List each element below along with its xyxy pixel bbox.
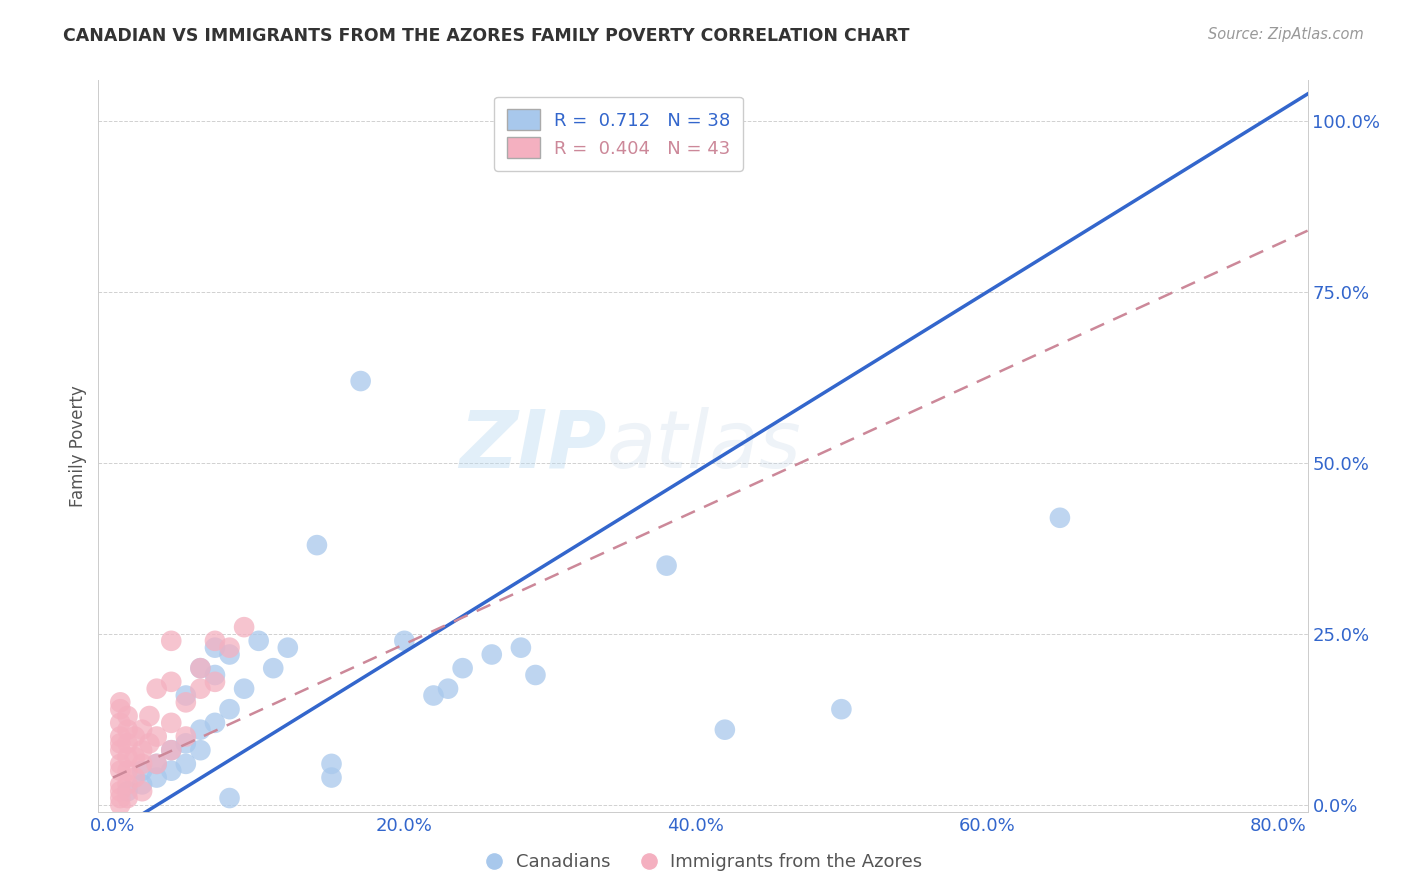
- Point: [145, 681, 167, 696]
- Point: [174, 756, 197, 771]
- Point: [247, 633, 270, 648]
- Point: [422, 689, 444, 703]
- Point: [174, 736, 197, 750]
- Point: [218, 702, 240, 716]
- Point: [350, 374, 373, 388]
- Point: [160, 764, 183, 778]
- Point: [305, 538, 328, 552]
- Point: [218, 648, 240, 662]
- Point: [145, 730, 167, 744]
- Point: [204, 674, 226, 689]
- Point: [110, 756, 132, 771]
- Point: [110, 777, 132, 791]
- Point: [117, 791, 139, 805]
- Point: [110, 797, 132, 812]
- Point: [160, 743, 183, 757]
- Point: [174, 695, 197, 709]
- Point: [190, 661, 212, 675]
- Point: [110, 702, 132, 716]
- Point: [160, 633, 183, 648]
- Legend: R =  0.712   N = 38, R =  0.404   N = 43: R = 0.712 N = 38, R = 0.404 N = 43: [495, 96, 742, 171]
- Point: [321, 771, 343, 785]
- Point: [394, 633, 416, 648]
- Point: [1049, 510, 1071, 524]
- Point: [160, 743, 183, 757]
- Point: [655, 558, 678, 573]
- Point: [437, 681, 460, 696]
- Text: CANADIAN VS IMMIGRANTS FROM THE AZORES FAMILY POVERTY CORRELATION CHART: CANADIAN VS IMMIGRANTS FROM THE AZORES F…: [63, 27, 910, 45]
- Point: [117, 709, 139, 723]
- Point: [110, 784, 132, 798]
- Point: [117, 736, 139, 750]
- Point: [131, 777, 153, 791]
- Point: [830, 702, 852, 716]
- Point: [117, 784, 139, 798]
- Point: [110, 743, 132, 757]
- Point: [321, 756, 343, 771]
- Point: [124, 771, 146, 785]
- Point: [131, 784, 153, 798]
- Point: [174, 730, 197, 744]
- Point: [138, 736, 160, 750]
- Text: atlas: atlas: [606, 407, 801, 485]
- Point: [204, 640, 226, 655]
- Point: [524, 668, 547, 682]
- Point: [145, 771, 167, 785]
- Point: [204, 715, 226, 730]
- Point: [190, 681, 212, 696]
- Point: [262, 661, 284, 675]
- Point: [190, 743, 212, 757]
- Point: [124, 730, 146, 744]
- Point: [233, 681, 256, 696]
- Point: [233, 620, 256, 634]
- Point: [131, 743, 153, 757]
- Text: ZIP: ZIP: [458, 407, 606, 485]
- Point: [277, 640, 299, 655]
- Y-axis label: Family Poverty: Family Poverty: [69, 385, 87, 507]
- Point: [174, 689, 197, 703]
- Point: [117, 750, 139, 764]
- Point: [110, 730, 132, 744]
- Point: [117, 723, 139, 737]
- Point: [190, 723, 212, 737]
- Point: [204, 668, 226, 682]
- Point: [714, 723, 737, 737]
- Point: [160, 715, 183, 730]
- Point: [117, 764, 139, 778]
- Point: [218, 791, 240, 805]
- Point: [110, 764, 132, 778]
- Point: [138, 709, 160, 723]
- Point: [218, 640, 240, 655]
- Point: [131, 756, 153, 771]
- Text: Source: ZipAtlas.com: Source: ZipAtlas.com: [1208, 27, 1364, 42]
- Point: [110, 791, 132, 805]
- Point: [117, 777, 139, 791]
- Point: [204, 633, 226, 648]
- Point: [110, 715, 132, 730]
- Point: [131, 764, 153, 778]
- Point: [509, 640, 531, 655]
- Point: [131, 723, 153, 737]
- Point: [110, 695, 132, 709]
- Point: [451, 661, 474, 675]
- Legend: Canadians, Immigrants from the Azores: Canadians, Immigrants from the Azores: [477, 847, 929, 879]
- Point: [145, 756, 167, 771]
- Point: [145, 756, 167, 771]
- Point: [481, 648, 503, 662]
- Point: [124, 750, 146, 764]
- Point: [190, 661, 212, 675]
- Point: [160, 674, 183, 689]
- Point: [110, 736, 132, 750]
